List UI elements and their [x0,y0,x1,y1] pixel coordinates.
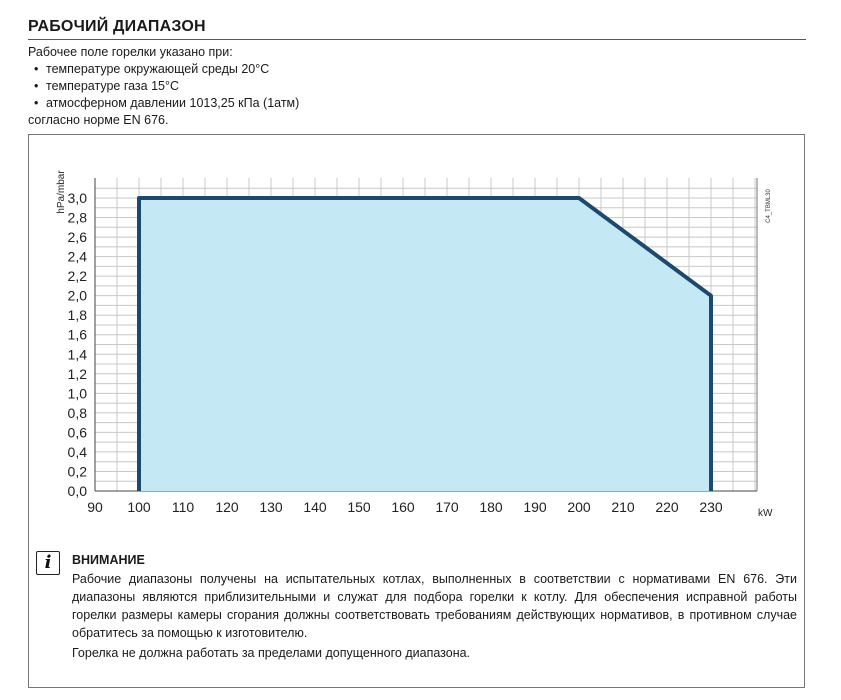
title-divider [28,39,806,40]
y-tick-label: 2,4 [68,249,88,265]
x-tick-label: 190 [523,499,547,515]
condition-item: атмосферном давлении 1013,25 кПа (1атм) [34,95,299,112]
y-tick-labels: 0,0 0,2 0,4 0,6 0,8 1,0 1,2 1,4 1,6 1,8 2,0 2,2 2,4 2… [68,190,88,499]
working-range-outline [137,196,713,491]
y-tick-label: 2,2 [68,268,88,284]
y-tick-label: 0,8 [68,405,88,421]
note-text: Рабочие диапазоны получены на испытатель… [72,572,797,640]
chart-area-group [137,196,713,491]
x-tick-label: 160 [391,499,415,515]
x-tick-label: 150 [347,499,371,515]
intro-text: Рабочее поле горелки указано при: [28,45,233,59]
standard-note: согласно норме EN 676. [28,113,169,127]
y-tick-label: 1,8 [68,307,88,323]
x-axis-label: kW [758,508,773,519]
x-tick-label: 230 [699,499,723,515]
y-tick-label: 3,0 [68,190,88,206]
x-tick-label: 110 [172,499,195,515]
y-tick-label: 1,2 [68,366,88,382]
condition-item: температуре газа 15°C [34,78,299,95]
y-tick-label: 1,6 [68,327,88,343]
condition-item: температуре окружающей среды 20°C [34,61,299,78]
info-italic-i-icon: i [36,551,60,575]
y-tick-label: 2,0 [68,288,88,304]
figure-code-label: C4_TBML30 [766,188,772,222]
note-title: ВНИМАНИЕ [72,553,145,567]
y-tick-label: 2,6 [68,229,88,245]
y-tick-label: 1,0 [68,385,88,401]
note-text-warning: Горелка не должна работать за пределами … [72,646,471,660]
x-tick-label: 100 [127,499,151,515]
y-tick-label: 0,6 [68,424,88,440]
x-tick-label: 180 [479,499,503,515]
content-frame [28,134,805,688]
section-title: РАБОЧИЙ ДИАПАЗОН [28,18,206,35]
x-tick-label: 200 [567,499,591,515]
x-tick-label: 220 [655,499,679,515]
intro-block: Рабочее поле горелки указано при: темпер… [28,44,299,129]
x-tick-labels: 90 100 110 120 130 140 150 160 170 180 190 200 210 22… [87,499,723,515]
conditions-list: температуре окружающей среды 20°C темпер… [28,61,299,112]
y-axis-label: hPa/mbar [56,170,67,214]
x-tick-label: 130 [259,499,283,515]
y-tick-label: 1,4 [68,346,88,362]
y-tick-label: 0,0 [68,483,88,499]
y-tick-label: 0,2 [68,463,88,479]
x-tick-label: 210 [611,499,635,515]
working-range-chart: 0,0 0,2 0,4 0,6 0,8 1,0 1,2 1,4 1,6 1,8 2,0 2,2 2,4 2… [56,170,773,519]
x-tick-label: 140 [303,499,327,515]
x-tick-label: 90 [87,499,103,515]
y-tick-label: 0,4 [68,444,88,460]
x-tick-label: 170 [435,499,459,515]
y-tick-label: 2,8 [68,210,88,226]
x-tick-label: 120 [215,499,239,515]
working-range-area [139,198,711,491]
